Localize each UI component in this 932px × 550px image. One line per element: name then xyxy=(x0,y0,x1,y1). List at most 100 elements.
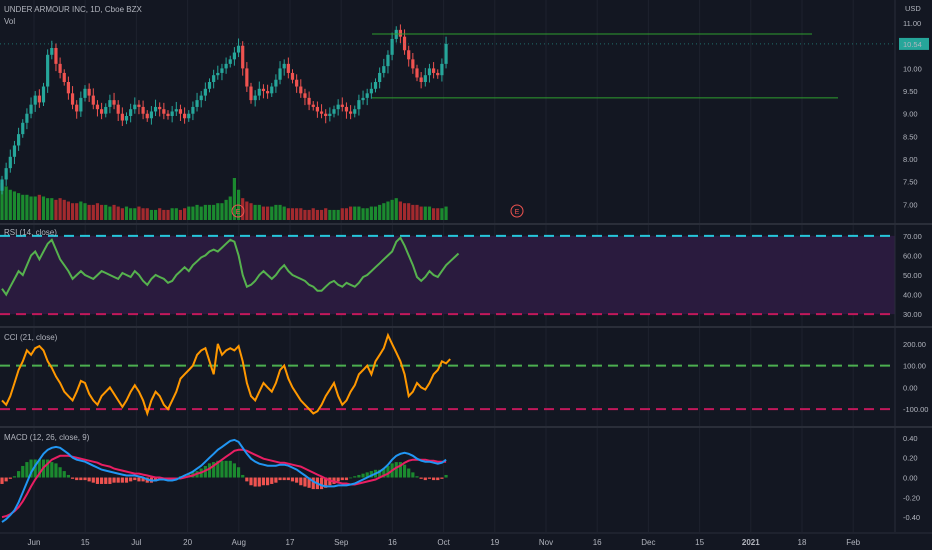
price-axis[interactable]: USD11.0010.5010.009.509.008.508.007.507.… xyxy=(0,4,929,522)
candle xyxy=(324,109,328,124)
candle-body xyxy=(282,63,286,69)
volume-bar xyxy=(282,206,286,220)
volume-bar xyxy=(41,196,46,220)
candle xyxy=(54,43,58,72)
candle-body xyxy=(278,68,282,80)
rsi-pane[interactable]: RSI (14, close) xyxy=(0,228,895,316)
candle-body xyxy=(21,122,25,135)
candle xyxy=(440,58,444,82)
volume-bar xyxy=(373,206,378,220)
histogram-bar xyxy=(432,477,436,481)
rsi-band xyxy=(0,235,895,315)
candle xyxy=(295,74,299,93)
histogram-bar xyxy=(203,465,207,478)
candle-body xyxy=(427,68,432,76)
time-tick-label: Dec xyxy=(641,538,655,547)
volume-bar xyxy=(54,199,58,220)
price-tick-label: 8.50 xyxy=(903,132,918,141)
candle-body xyxy=(373,82,378,89)
cci-pane[interactable]: CCI (21, close) xyxy=(0,332,895,417)
indicator-tick-label: 40.00 xyxy=(903,291,922,300)
time-tick-label: 20 xyxy=(183,538,192,547)
candle xyxy=(427,63,432,83)
candle-body xyxy=(245,68,249,87)
candle xyxy=(75,100,79,119)
volume-bar xyxy=(307,209,311,220)
candle-body xyxy=(315,106,319,112)
histogram-bar xyxy=(8,477,12,479)
histogram-bar xyxy=(336,477,340,482)
histogram-bar xyxy=(216,460,220,478)
candle-body xyxy=(274,79,278,87)
volume-bar xyxy=(95,203,100,220)
candle-body xyxy=(319,111,324,114)
candle-body xyxy=(228,59,232,64)
histogram-bar xyxy=(249,477,253,486)
candle xyxy=(124,112,129,125)
signal-line xyxy=(1,448,447,519)
volume-bar xyxy=(17,193,21,220)
candle xyxy=(444,36,448,69)
candle-body xyxy=(191,106,195,114)
indicator-tick-label: 0.40 xyxy=(903,434,918,443)
candle xyxy=(236,38,241,58)
candle-body xyxy=(4,168,8,180)
candle xyxy=(386,50,390,74)
volume-bar xyxy=(253,204,257,220)
histogram-bar xyxy=(228,460,232,478)
histogram-bar xyxy=(137,477,141,482)
candle xyxy=(70,86,75,110)
earnings-marker[interactable]: E xyxy=(510,204,524,218)
indicator-tick-label: -0.20 xyxy=(903,493,920,502)
volume-bar xyxy=(411,204,415,220)
histogram-bar xyxy=(29,459,33,478)
histogram-bar xyxy=(95,477,100,484)
candle-body xyxy=(91,95,95,105)
candle xyxy=(290,69,295,84)
candle xyxy=(353,105,357,118)
candle-body xyxy=(54,48,58,64)
price-tick-label: 10.00 xyxy=(903,64,922,73)
macd-pane[interactable]: MACD (12, 26, close, 9) xyxy=(0,433,448,523)
histogram-bar xyxy=(207,463,212,478)
candle xyxy=(207,78,212,93)
earnings-marker[interactable]: E xyxy=(231,204,245,218)
candle-body xyxy=(203,88,207,96)
volume-bar xyxy=(295,208,299,220)
volume-bar xyxy=(21,194,25,220)
time-tick-label: 15 xyxy=(81,538,90,547)
candle-body xyxy=(378,72,382,82)
histogram-bar xyxy=(37,459,41,478)
histogram-bar xyxy=(386,465,390,478)
candle xyxy=(303,88,307,106)
candle xyxy=(369,82,373,99)
candle-body xyxy=(141,106,145,114)
candle xyxy=(278,61,282,85)
histogram-bar xyxy=(108,477,112,484)
candle xyxy=(365,88,369,106)
volume-bar xyxy=(328,209,332,220)
candle-body xyxy=(249,86,253,101)
candle-body xyxy=(166,113,170,116)
candle xyxy=(328,107,332,122)
candle-body xyxy=(75,104,79,112)
candle-body xyxy=(17,134,21,146)
histogram-bar xyxy=(311,477,315,490)
time-axis[interactable]: Jun 15 Jul 20 Aug 17 Sep 16 Oct 19 Nov 16 Dec 15 2021 1… xyxy=(0,532,932,547)
indicator-tick-label: 50.00 xyxy=(903,271,922,280)
candle xyxy=(407,45,411,67)
candle-body xyxy=(365,93,369,98)
candle xyxy=(261,84,266,99)
volume-bar xyxy=(170,208,174,220)
pane-separators[interactable] xyxy=(0,0,932,532)
histogram-bar xyxy=(112,477,116,483)
volume-bar xyxy=(220,203,224,220)
histogram-bar xyxy=(257,477,261,487)
volume-bar xyxy=(319,209,324,220)
candle-body xyxy=(37,95,41,103)
histogram-bar xyxy=(344,477,349,481)
candle xyxy=(195,92,199,112)
